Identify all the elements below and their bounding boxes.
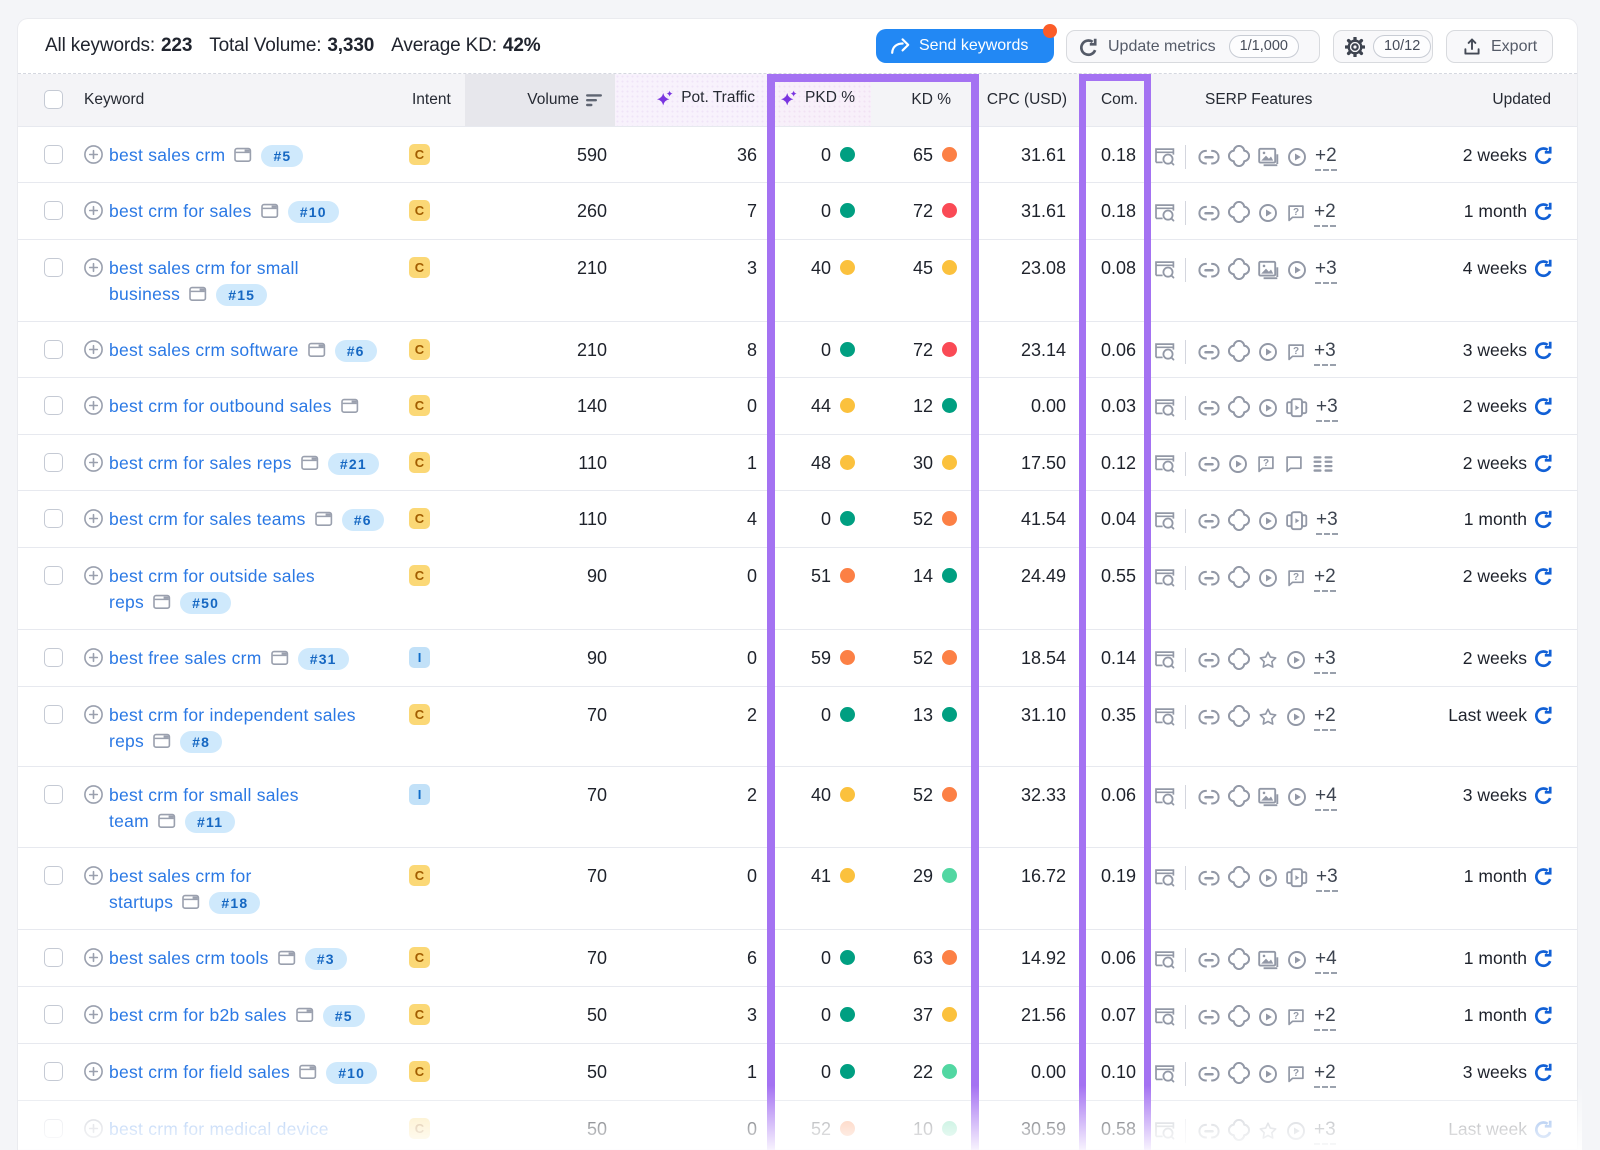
svg-text:?: ? — [1293, 206, 1299, 217]
svg-text:?: ? — [1263, 457, 1269, 468]
svg-text:?: ? — [1293, 571, 1299, 582]
svg-text:?: ? — [1293, 345, 1299, 356]
svg-text:?: ? — [1293, 1067, 1299, 1078]
svg-text:?: ? — [1293, 1010, 1299, 1021]
